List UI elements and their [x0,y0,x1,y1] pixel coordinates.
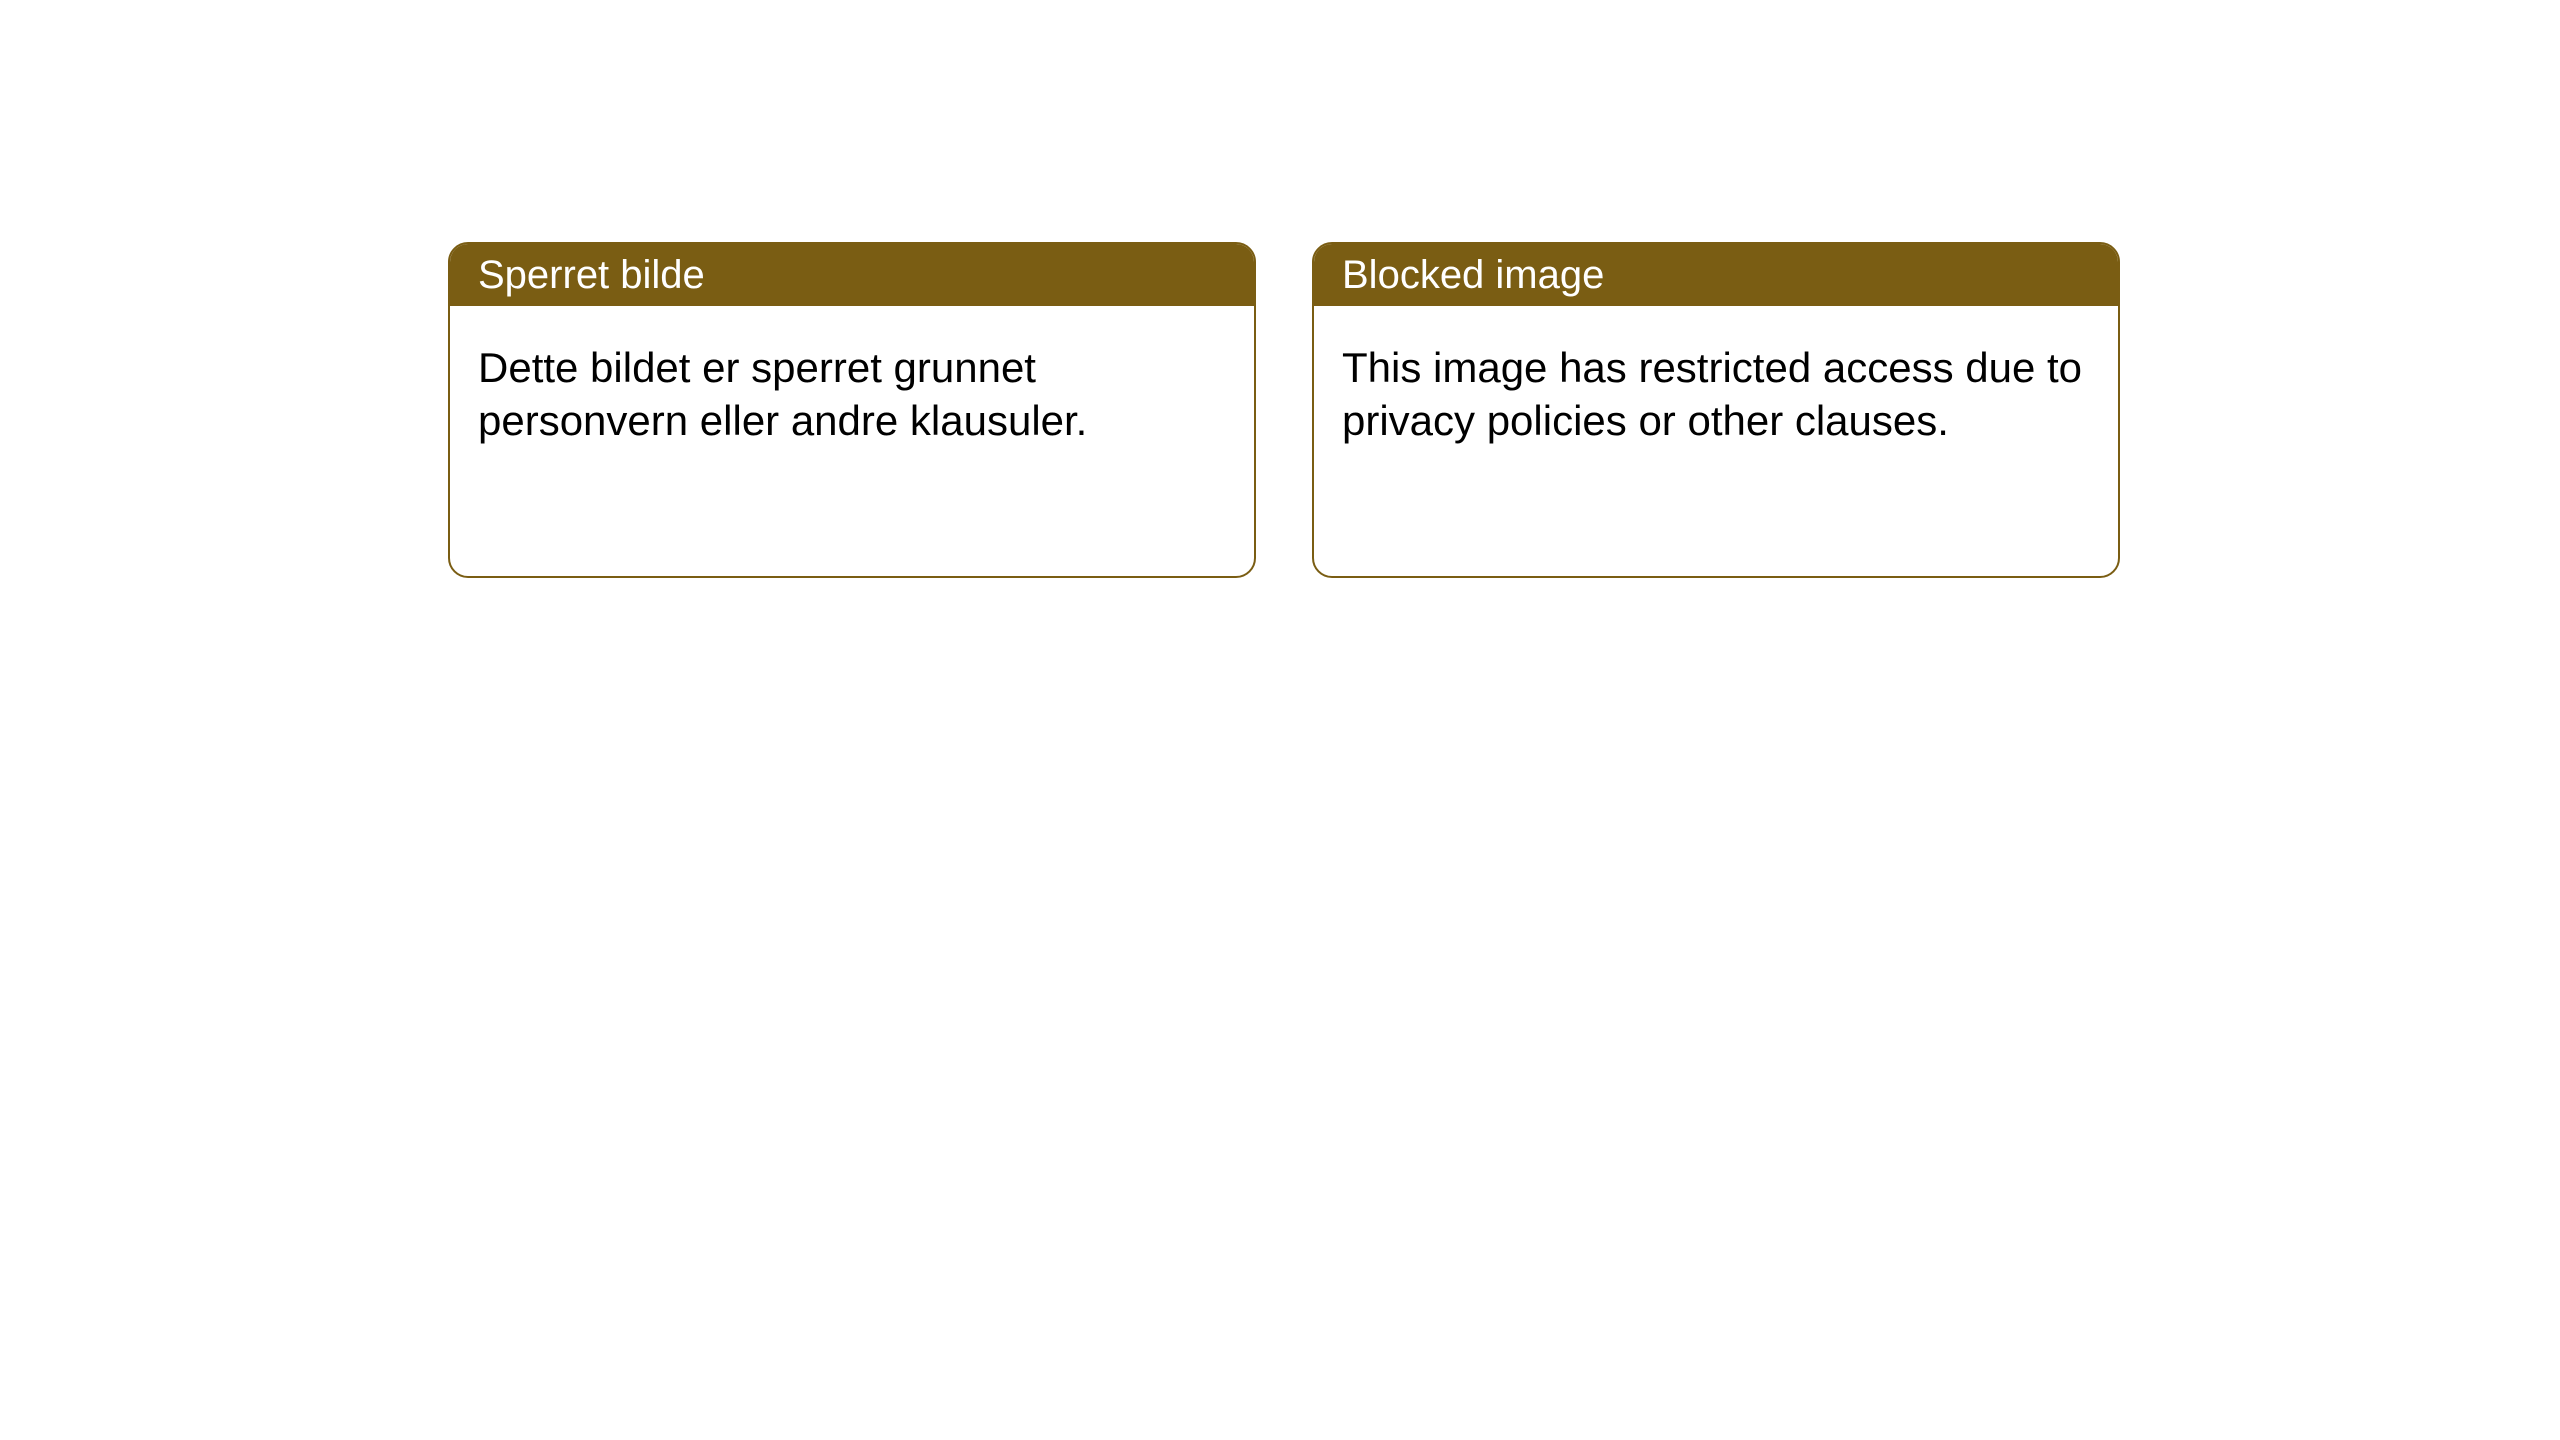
card-title: Sperret bilde [478,253,705,298]
card-body-text: Dette bildet er sperret grunnet personve… [478,344,1087,444]
card-header: Blocked image [1314,244,2118,306]
card-body: Dette bildet er sperret grunnet personve… [450,306,1254,483]
card-body: This image has restricted access due to … [1314,306,2118,483]
card-title: Blocked image [1342,253,1604,298]
notice-card-norwegian: Sperret bilde Dette bildet er sperret gr… [448,242,1256,578]
notice-card-english: Blocked image This image has restricted … [1312,242,2120,578]
card-body-text: This image has restricted access due to … [1342,344,2082,444]
notice-container: Sperret bilde Dette bildet er sperret gr… [0,0,2560,578]
card-header: Sperret bilde [450,244,1254,306]
